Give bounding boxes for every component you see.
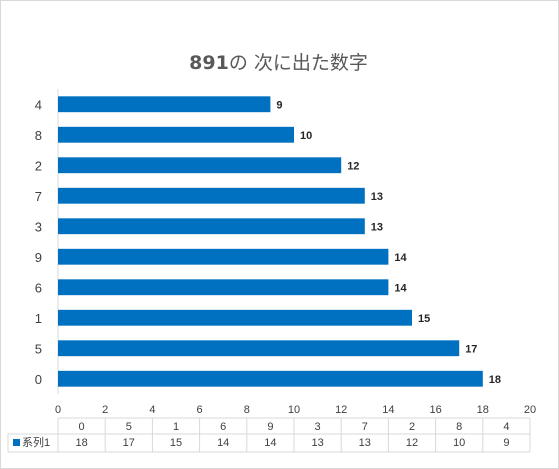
table-header-cell: 9 bbox=[267, 421, 273, 433]
bar bbox=[58, 157, 342, 174]
table-header-cell: 6 bbox=[220, 421, 226, 433]
data-label: 17 bbox=[465, 343, 477, 355]
bar bbox=[58, 340, 460, 357]
data-label: 12 bbox=[347, 160, 359, 172]
table-header-cell: 7 bbox=[362, 421, 368, 433]
table-header-cell: 4 bbox=[503, 421, 509, 433]
table-value-cell: 14 bbox=[217, 437, 229, 449]
table-value-cell: 14 bbox=[264, 437, 276, 449]
category-label: 2 bbox=[35, 158, 42, 173]
data-label: 13 bbox=[371, 191, 383, 203]
table-header-cell: 2 bbox=[409, 421, 415, 433]
category-label: 5 bbox=[35, 341, 42, 356]
bar bbox=[58, 96, 271, 113]
table-value-cell: 10 bbox=[453, 437, 465, 449]
bar bbox=[58, 126, 294, 143]
chart-title: 891の 次に出た数字 bbox=[189, 52, 368, 74]
data-label: 18 bbox=[489, 374, 501, 386]
table-value-cell: 13 bbox=[311, 437, 323, 449]
table-header-cell: 8 bbox=[456, 421, 462, 433]
category-label: 4 bbox=[35, 97, 42, 112]
table-header-cell: 5 bbox=[126, 421, 132, 433]
category-label: 9 bbox=[35, 250, 42, 265]
table-value-cell: 12 bbox=[406, 437, 418, 449]
x-tick-label: 0 bbox=[55, 404, 61, 416]
bar bbox=[58, 370, 483, 387]
x-tick-label: 18 bbox=[477, 404, 489, 416]
category-label: 8 bbox=[35, 128, 42, 143]
table-header-cell: 0 bbox=[79, 421, 85, 433]
category-label: 7 bbox=[35, 189, 42, 204]
table-header-cell: 1 bbox=[173, 421, 179, 433]
table-value-cell: 15 bbox=[170, 437, 182, 449]
category-label: 6 bbox=[35, 280, 42, 295]
data-label: 14 bbox=[394, 282, 407, 294]
data-label: 15 bbox=[418, 313, 430, 325]
data-label: 10 bbox=[300, 130, 312, 142]
x-tick-label: 10 bbox=[288, 404, 300, 416]
x-tick-label: 14 bbox=[382, 404, 394, 416]
category-label: 0 bbox=[35, 372, 42, 387]
bar bbox=[58, 187, 365, 204]
table-header-cell: 3 bbox=[315, 421, 321, 433]
x-tick-label: 12 bbox=[335, 404, 347, 416]
bar bbox=[58, 218, 365, 235]
bar bbox=[58, 279, 389, 296]
x-tick-label: 20 bbox=[524, 404, 536, 416]
legend-label: 系列1 bbox=[22, 435, 50, 449]
table-value-cell: 13 bbox=[359, 437, 371, 449]
bar bbox=[58, 309, 412, 326]
bar bbox=[58, 248, 389, 265]
category-label: 1 bbox=[35, 311, 42, 326]
x-tick-label: 4 bbox=[149, 404, 155, 416]
legend-swatch bbox=[13, 439, 20, 446]
data-label: 14 bbox=[394, 252, 407, 264]
x-tick-label: 8 bbox=[244, 404, 250, 416]
table-value-cell: 18 bbox=[75, 437, 87, 449]
table-value-cell: 17 bbox=[123, 437, 135, 449]
table-value-cell: 9 bbox=[503, 437, 509, 449]
category-label: 3 bbox=[35, 219, 42, 234]
x-tick-label: 16 bbox=[429, 404, 441, 416]
x-tick-label: 6 bbox=[197, 404, 203, 416]
data-label: 13 bbox=[371, 221, 383, 233]
x-tick-label: 2 bbox=[102, 404, 108, 416]
data-label: 9 bbox=[276, 99, 282, 111]
